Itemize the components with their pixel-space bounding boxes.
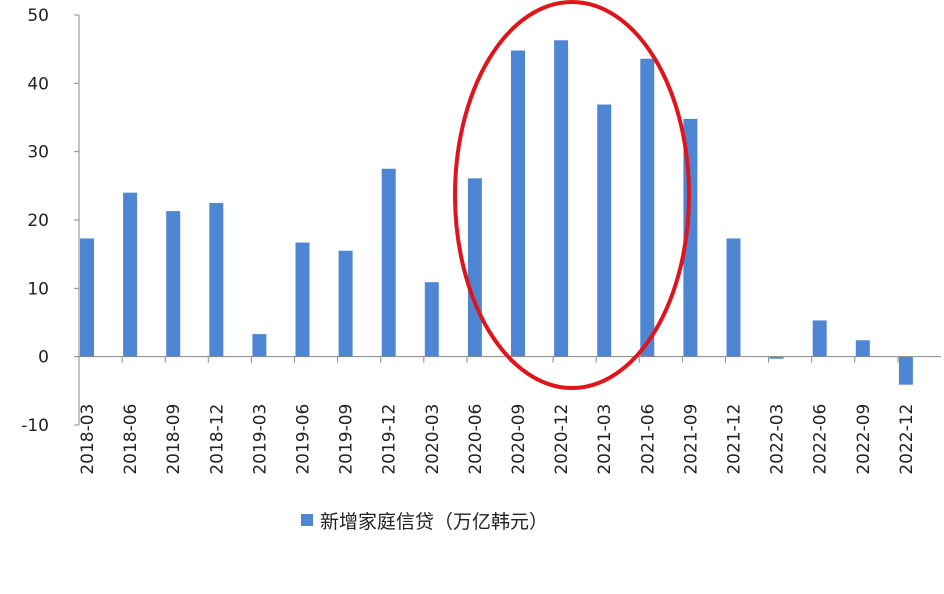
y-tick-label: 30 — [27, 143, 49, 163]
y-tick-label: 40 — [27, 74, 49, 94]
x-tick-label: 2022-09 — [854, 404, 874, 475]
bar-2018-09 — [166, 211, 181, 357]
x-tick-label: 2020-03 — [423, 404, 443, 475]
bars — [80, 40, 913, 385]
bar-2020-12 — [554, 40, 569, 357]
x-tick-label: 2019-12 — [380, 404, 400, 475]
bar-2020-06 — [467, 178, 482, 357]
x-tick-label: 2020-12 — [552, 404, 572, 475]
legend: 新增家庭信贷（万亿韩元） — [301, 511, 548, 533]
legend-swatch — [301, 514, 313, 526]
x-tick-label: 2022-12 — [897, 404, 917, 475]
bar-2022-09 — [855, 340, 870, 357]
y-tick-label: -10 — [21, 416, 49, 436]
x-tick-label: 2022-06 — [811, 404, 831, 475]
bar-2018-06 — [123, 192, 138, 357]
bar-2018-12 — [209, 202, 224, 357]
x-tick-label: 2021-12 — [725, 404, 745, 475]
y-tick-label: 20 — [27, 211, 49, 231]
bar-2022-03 — [769, 356, 784, 359]
x-tick-label: 2021-03 — [595, 404, 615, 475]
bar-2019-09 — [338, 250, 353, 357]
y-axis: 50 40 30 20 10 0 -10 — [21, 6, 80, 436]
bar-2020-09 — [511, 50, 525, 357]
x-tick-label: 2018-03 — [78, 404, 98, 475]
x-tick-label: 2019-09 — [337, 404, 357, 475]
x-tick-label: 2019-06 — [294, 404, 314, 475]
bar-2022-12 — [898, 356, 913, 385]
x-tick-label: 2021-06 — [638, 404, 658, 475]
x-axis: 2018-03 2018-06 2018-09 2018-12 2019-03 2019-… — [78, 356, 941, 475]
y-tick-label: 0 — [38, 348, 49, 368]
x-tick-label: 2018-09 — [164, 404, 184, 475]
bar-2019-03 — [252, 334, 267, 357]
bar-2022-06 — [812, 320, 827, 357]
x-tick-label: 2018-12 — [207, 404, 227, 475]
bar-2021-06 — [640, 58, 655, 357]
bar-2020-03 — [424, 282, 439, 357]
bar-2021-03 — [597, 104, 612, 357]
legend-label: 新增家庭信贷（万亿韩元） — [320, 511, 548, 533]
x-tick-label: 2019-03 — [250, 404, 270, 475]
x-tick-label: 2020-06 — [466, 404, 486, 475]
bar-2019-12 — [381, 168, 396, 357]
x-tick-label: 2020-09 — [509, 404, 529, 475]
bar-2021-12 — [726, 238, 741, 357]
highlight-ellipse — [453, 0, 691, 390]
bar-2018-03 — [80, 238, 94, 357]
x-tick-label: 2018-06 — [121, 404, 141, 475]
y-tick-label: 10 — [27, 279, 49, 299]
y-tick-label: 50 — [27, 6, 49, 26]
bar-2019-06 — [295, 242, 310, 357]
x-tick-label: 2021-09 — [681, 404, 701, 475]
x-tick-label: 2022-03 — [768, 404, 788, 475]
